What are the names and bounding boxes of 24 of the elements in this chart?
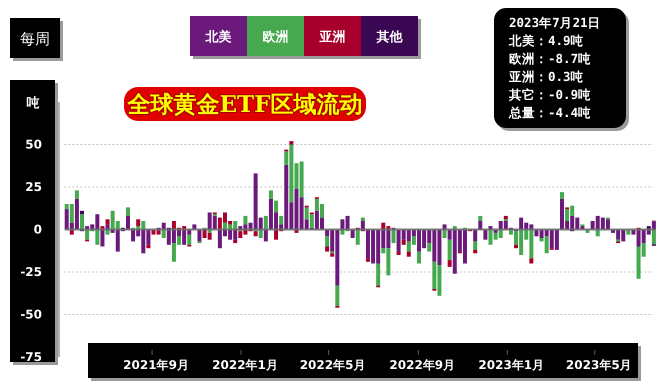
text: 亚洲：0.3吨 [508,69,584,84]
x-tick-label: 2023年1月 [478,358,544,372]
text: 欧洲：-8.7吨 [509,51,592,66]
text: 北美：4.9吨 [508,33,584,48]
y-tick-label: -50 [20,308,42,322]
text: 每周 [20,30,50,48]
text: 2023年7月21日 [509,15,601,30]
text: 其他 [376,30,404,45]
y-tick-label: 0 [34,222,42,236]
y-tick-label: 25 [25,180,42,194]
x-tick-label: 2022年1月 [212,358,278,372]
y-tick-label: -25 [20,265,42,279]
x-tick-label: 2022年5月 [300,358,366,372]
text: 亚洲 [318,30,346,45]
y-axis-title: 吨 [26,96,40,111]
annotation: 其它：-0.9吨 [508,87,592,102]
x-tick-label: 2023年5月 [566,358,632,372]
x-tick-label: 2022年9月 [389,358,456,372]
x-tick-label: 2021年9月 [123,358,189,372]
text: 欧洲 [262,30,288,45]
annotation: 总量：-4.4吨 [508,105,592,120]
y-tick-label: -75 [20,350,42,364]
y-tick-label: 50 [25,138,42,152]
text: 北美 [204,29,232,45]
